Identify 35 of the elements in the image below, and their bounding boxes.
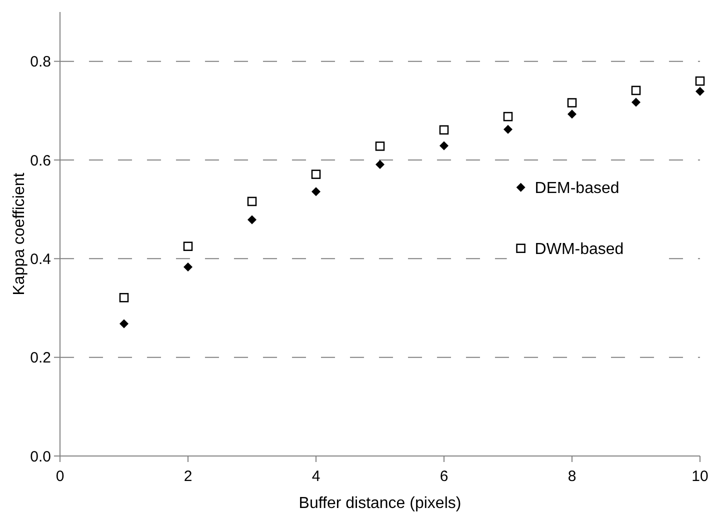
point (695, 76, 705, 86)
x-tick-label: 6 (440, 468, 448, 485)
x-tick-label: 2 (184, 468, 192, 485)
point (503, 112, 513, 122)
legend-label: DEM-based (534, 180, 620, 197)
point (311, 170, 321, 179)
x-tick-label: 10 (692, 468, 708, 485)
point (184, 262, 192, 272)
y-axis-title: Kappa coefficient (11, 172, 28, 296)
x-tick-label: 8 (568, 468, 576, 485)
point (119, 292, 129, 302)
point (696, 86, 704, 96)
y-tick-label: 0.4 (30, 250, 51, 268)
point (247, 196, 257, 206)
point (567, 98, 577, 108)
point (248, 215, 256, 224)
point (120, 319, 128, 328)
point (312, 187, 320, 196)
legend-label: DWM-based (534, 240, 624, 258)
y-tick-label: 0.8 (30, 54, 51, 71)
point (439, 125, 449, 135)
point (568, 110, 576, 119)
point (183, 242, 193, 251)
point (504, 124, 512, 134)
point (440, 141, 448, 150)
x-tick-label: 0 (56, 468, 64, 485)
y-tick-label: 0.2 (30, 350, 51, 367)
point (376, 160, 384, 169)
y-tick-label: 0.0 (30, 448, 51, 466)
x-axis-title: Buffer distance (pixels) (298, 495, 462, 512)
y-tick-label: 0.6 (30, 152, 51, 170)
point (375, 142, 385, 151)
point (631, 86, 641, 96)
point (632, 98, 640, 107)
x-tick-label: 4 (312, 468, 320, 485)
